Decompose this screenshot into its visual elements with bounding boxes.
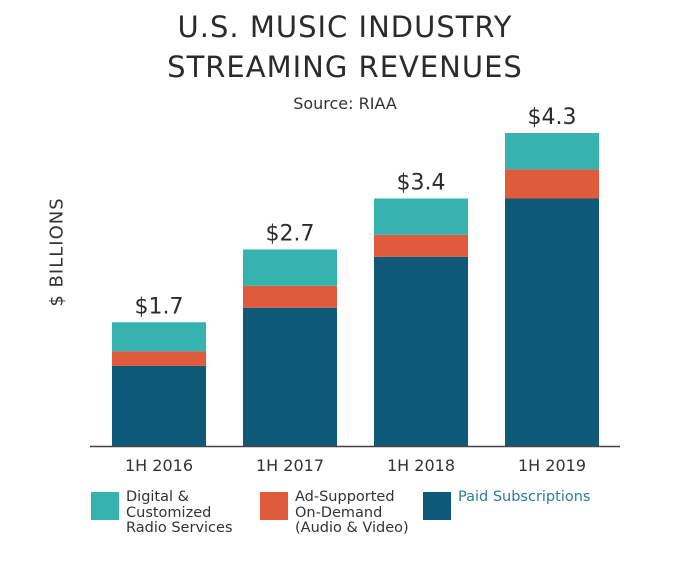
bar-segment-radio-3 [374,198,468,235]
legend-swatch-radio [91,492,119,520]
bar-segment-ad-supported-4 [505,169,599,199]
x-tick-label-4: 1H 2019 [518,456,586,475]
bar-total-label-4: $4.3 [528,105,577,130]
legend-label-radio: Digital & Customized Radio Services [126,489,233,536]
bar-segment-paid-3 [374,256,468,446]
legend-label-ad-supported: Ad-Supported On-Demand (Audio & Video) [295,489,409,536]
legend-item-radio: Digital & Customized Radio Services [91,489,233,537]
bar-segment-paid-4 [505,198,599,446]
bar-total-label-1: $1.7 [135,294,184,319]
bar-segment-radio-4 [505,133,599,170]
x-tick-label-3: 1H 2018 [387,456,455,475]
bar-segment-paid-1 [112,365,206,446]
chart-title-line-2: STREAMING REVENUES [167,50,523,84]
bar-segment-ad-supported-3 [374,234,468,257]
legend-swatch-ad-supported [260,492,288,520]
chart-title: U.S. MUSIC INDUSTRY STREAMING REVENUES [0,13,690,93]
x-tick-label-2: 1H 2017 [256,456,324,475]
bar-total-label-2: $2.7 [266,221,315,246]
x-tick-label-1: 1H 2016 [125,456,193,475]
chart-legend: Digital & Customized Radio Services Ad-S… [0,489,690,560]
legend-item-paid: Paid Subscriptions [423,489,591,520]
legend-swatch-paid [423,492,451,520]
bar-segment-ad-supported-1 [112,351,206,366]
chart-title-line-1: U.S. MUSIC INDUSTRY [177,10,513,44]
bar-segment-paid-2 [243,307,337,446]
bar-segment-radio-2 [243,249,337,286]
bar-total-label-3: $3.4 [397,171,446,196]
bar-segment-ad-supported-2 [243,285,337,308]
bar-segment-radio-1 [112,322,206,352]
chart-source: Source: RIAA [293,94,397,113]
legend-item-ad-supported: Ad-Supported On-Demand (Audio & Video) [260,489,409,537]
legend-label-paid: Paid Subscriptions [458,489,591,505]
